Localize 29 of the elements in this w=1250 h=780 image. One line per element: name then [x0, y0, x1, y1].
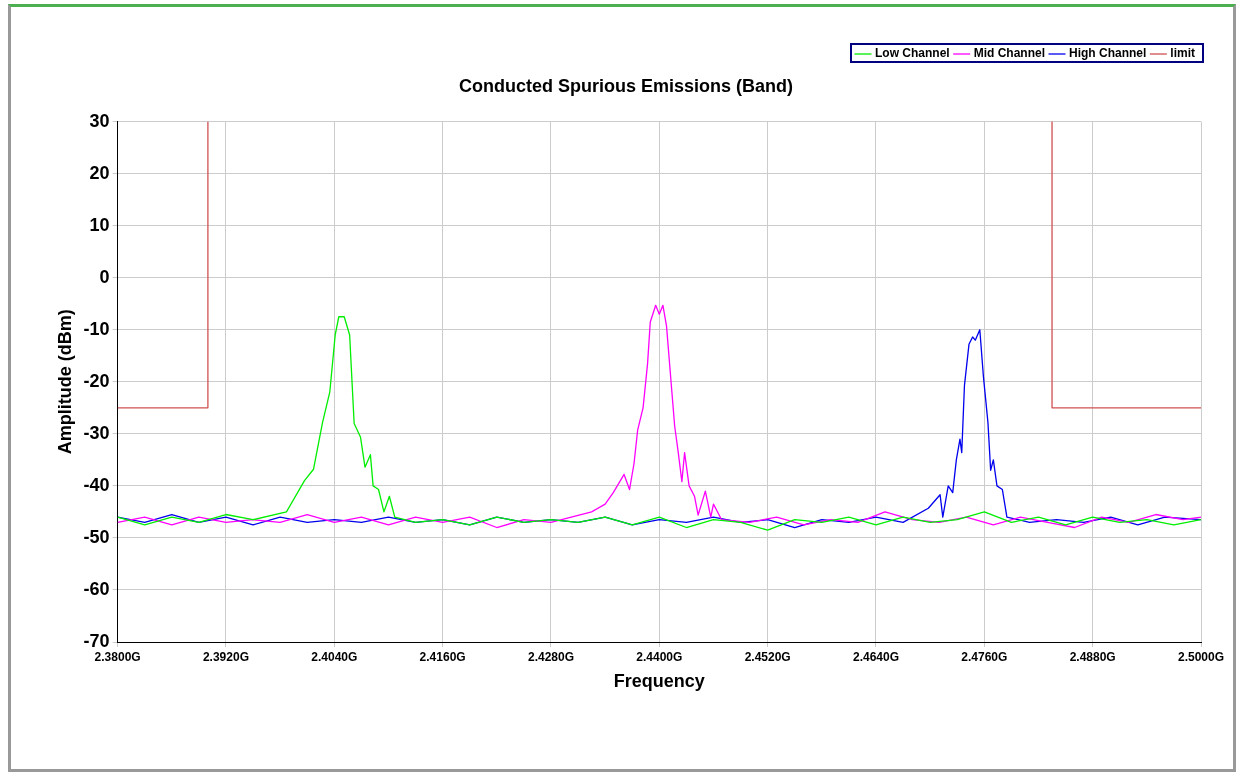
y-tick-label: -10	[83, 318, 110, 339]
x-tick-label: 2.4040G	[311, 649, 358, 664]
legend-label: Low Channel	[875, 46, 950, 61]
y-tick-label: -30	[83, 422, 110, 443]
y-tick-label: 20	[89, 162, 110, 183]
y-tick-label: -60	[83, 578, 110, 599]
x-tick-label: 2.5000G	[1177, 649, 1225, 664]
y-tick-label: 30	[89, 110, 110, 131]
y-tick-label: 0	[99, 266, 110, 287]
y-tick-label: -20	[83, 370, 110, 391]
legend-label: Mid Channel	[973, 46, 1046, 61]
y-tick-label: -70	[83, 630, 110, 651]
x-tick-label: 2.4880G	[1069, 649, 1116, 664]
y-axis-title: Amplitude (dBm)	[54, 309, 75, 455]
x-tick-label: 2.4160G	[419, 649, 466, 664]
x-tick-label: 2.4400G	[636, 649, 683, 664]
x-tick-label: 2.3920G	[202, 649, 249, 664]
x-tick-label: 2.4760G	[961, 649, 1008, 664]
x-axis-title: Frequency	[613, 671, 705, 692]
legend-label: limit	[1170, 46, 1195, 61]
x-tick-label: 2.4640G	[852, 649, 900, 664]
x-tick-label: 2.4520G	[744, 649, 791, 664]
y-tick-label: -40	[83, 474, 110, 495]
x-tick-label: 2.3800G	[94, 649, 141, 664]
y-tick-label: 10	[89, 214, 110, 235]
chart-title: Conducted Spurious Emissions (Band)	[458, 75, 794, 96]
legend-label: High Channel	[1069, 46, 1147, 61]
x-tick-label: 2.4280G	[527, 649, 574, 664]
y-tick-label: -50	[83, 526, 110, 547]
